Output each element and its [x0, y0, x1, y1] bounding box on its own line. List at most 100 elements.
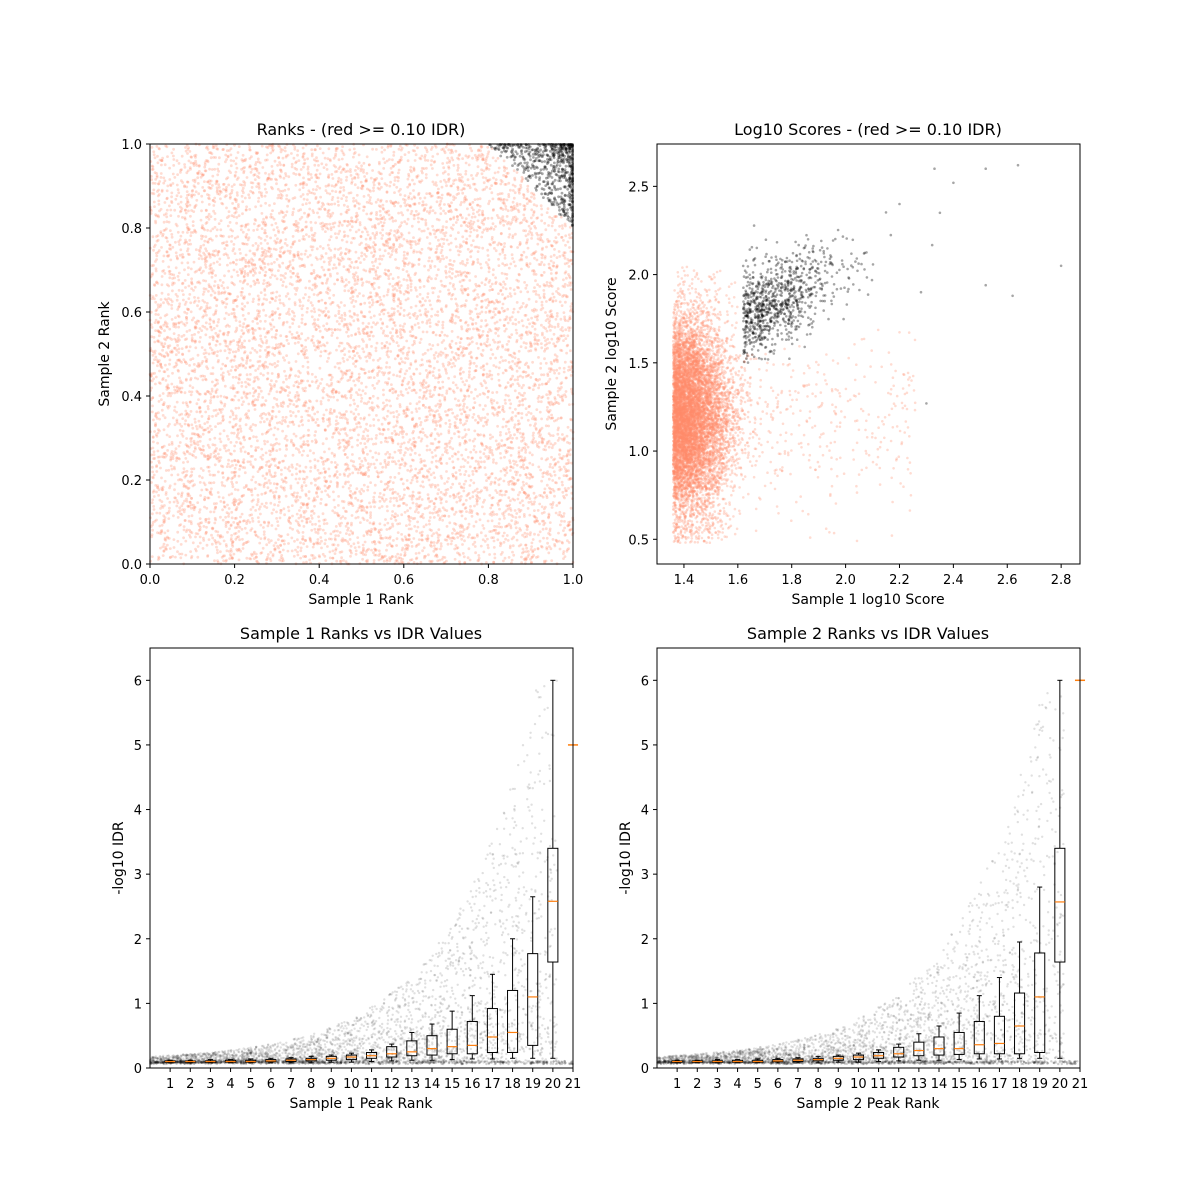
rank-point-red: [206, 228, 210, 232]
rank-point-red: [369, 316, 373, 319]
rank-point-red: [401, 379, 405, 382]
rank-point-red: [400, 533, 403, 536]
rank-point-red: [487, 281, 491, 284]
rank-point-red: [213, 280, 217, 283]
rank-point-red: [359, 425, 362, 429]
rank-point-red: [563, 526, 566, 530]
rank-point-red: [370, 325, 374, 329]
rank-point-red: [429, 163, 433, 167]
rank-point-red: [380, 496, 384, 499]
rank-point-red: [181, 282, 184, 286]
rank-point-red: [529, 227, 533, 231]
rank-point-red: [417, 407, 421, 410]
rank-point-red: [518, 491, 522, 494]
rank-point-red: [283, 389, 287, 393]
rank-point-red: [437, 187, 440, 191]
rank-point-red: [374, 323, 378, 326]
rank-point-red: [512, 307, 516, 311]
rank-point-red: [305, 183, 308, 187]
rank-point-red: [459, 224, 463, 228]
rank-point-red: [306, 360, 310, 364]
rank-point-red: [540, 479, 543, 483]
rank-point-red: [504, 205, 508, 208]
rank-point-red: [435, 247, 439, 251]
rank-point-red: [493, 408, 497, 411]
rank-point-red: [152, 440, 155, 444]
rank-point-red: [273, 260, 276, 264]
rank-point-red: [318, 329, 322, 333]
rank-point-red: [271, 145, 275, 148]
rank-point-red: [185, 497, 188, 501]
rank-point-red: [551, 434, 555, 437]
rank-point-red: [394, 219, 397, 223]
rank-point-red: [213, 217, 217, 221]
rank-point-red: [492, 458, 495, 461]
rank-point-red: [303, 477, 307, 481]
rank-point-red: [387, 252, 390, 255]
rank-point-red: [417, 193, 420, 197]
rank-point-red: [492, 513, 496, 516]
rank-point-red: [504, 402, 507, 405]
rank-point-red: [542, 511, 546, 514]
rank-point-red: [322, 260, 326, 264]
rank-point-red: [189, 550, 193, 553]
rank-point-red: [350, 514, 354, 517]
rank-point-red: [388, 232, 392, 236]
rank-point-red: [195, 198, 199, 202]
rank-point-red: [157, 313, 160, 316]
rank-point-red: [554, 236, 558, 240]
rank-point-red: [226, 155, 230, 159]
rank-point-red: [198, 510, 201, 514]
rank-point-red: [248, 383, 251, 387]
rank-point-red: [287, 307, 291, 311]
rank-point-red: [264, 463, 268, 467]
rank-point-red: [398, 495, 402, 498]
rank-point-red: [234, 350, 238, 354]
rank-point-red: [229, 524, 233, 528]
rank-point-red: [324, 503, 327, 507]
rank-point-red: [520, 305, 524, 309]
rank-point-red: [238, 424, 242, 428]
rank-point-red: [181, 216, 184, 219]
rank-point-red: [181, 230, 185, 234]
rank-point-red: [451, 381, 455, 384]
rank-point-red: [524, 219, 528, 223]
rank-point-red: [477, 296, 480, 299]
rank-point-red: [457, 316, 460, 319]
rank-point-red: [532, 203, 536, 207]
rank-point-red: [349, 297, 352, 300]
rank-point-red: [386, 241, 390, 245]
rank-point-red: [371, 147, 374, 151]
rank-point-red: [431, 209, 435, 213]
rank-point-red: [320, 546, 323, 550]
rank-point-red: [394, 200, 397, 204]
rank-point-red: [197, 192, 201, 196]
ranks-points: [148, 142, 575, 566]
rank-point-red: [237, 558, 241, 562]
rank-point-red: [245, 392, 249, 396]
rank-point-red: [412, 217, 416, 221]
rank-point-red: [411, 490, 415, 494]
rank-point-red: [161, 485, 165, 489]
rank-point-red: [413, 445, 417, 449]
rank-point-red: [479, 531, 483, 535]
rank-point-red: [427, 478, 431, 482]
rank-point-red: [480, 172, 484, 176]
rank-point-red: [276, 360, 280, 363]
rank-point-red: [540, 373, 543, 377]
rank-point-red: [198, 541, 202, 545]
rank-point-red: [337, 504, 340, 507]
rank-point-red: [306, 167, 310, 171]
rank-point-red: [283, 466, 287, 470]
rank-point-red: [288, 330, 292, 334]
rank-point-red: [468, 352, 471, 356]
rank-point-red: [420, 304, 424, 308]
rank-point-red: [171, 416, 175, 420]
rank-point-red: [201, 378, 205, 382]
rank-point-red: [183, 279, 187, 282]
rank-point-red: [545, 329, 549, 333]
rank-point-red: [494, 356, 497, 360]
rank-point-red: [293, 196, 297, 200]
rank-point-red: [504, 385, 508, 389]
rank-point-red: [433, 265, 437, 268]
